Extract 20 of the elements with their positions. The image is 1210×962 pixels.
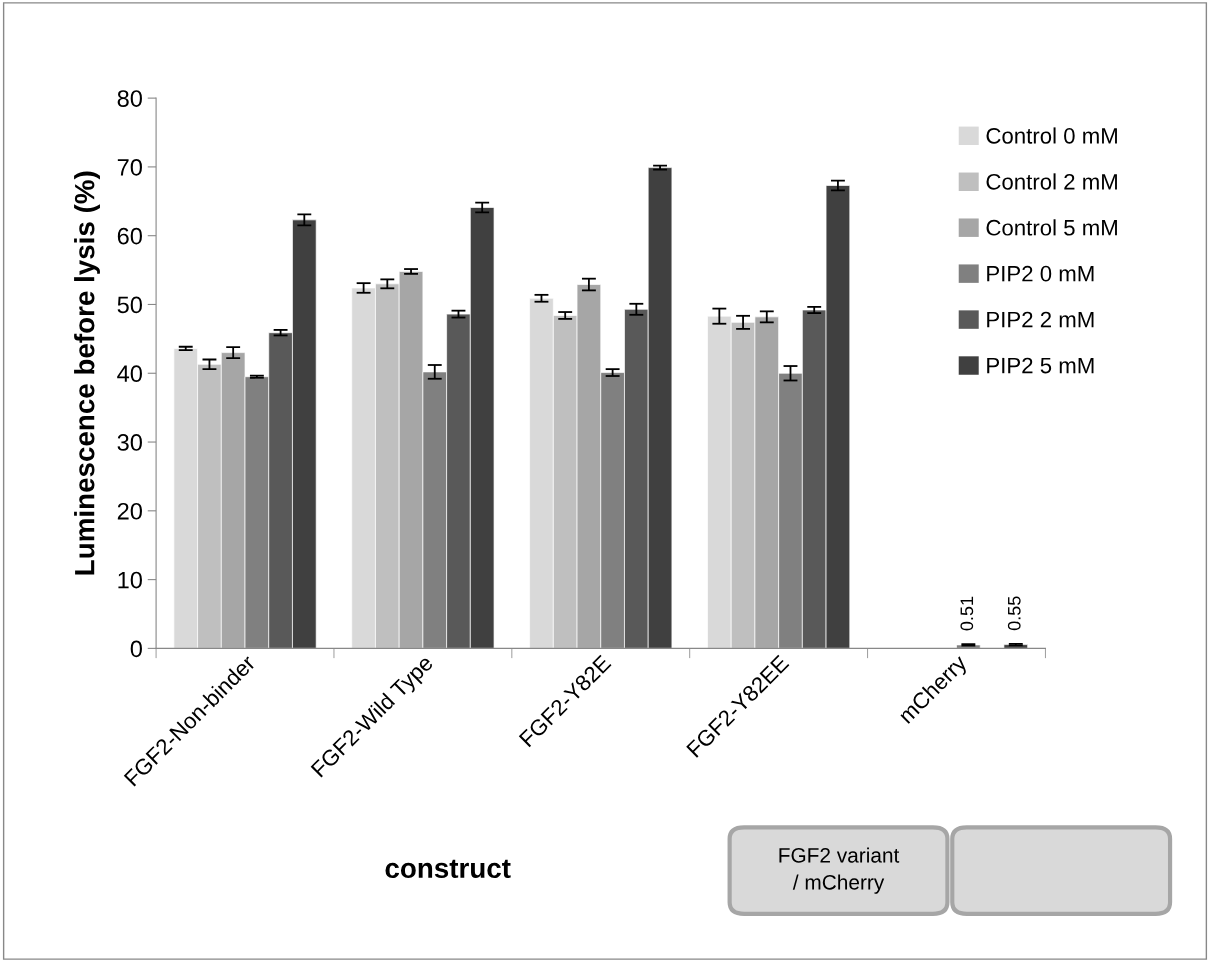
data-label: 0.55 — [1007, 596, 1021, 631]
data-label: 0.51 — [960, 596, 974, 631]
y-tick-label: 60 — [117, 227, 142, 245]
legend-label: Control 2 mM — [986, 173, 1117, 190]
y-tick-label: 70 — [117, 158, 142, 176]
legend-label: PIP2 2 mM — [987, 311, 1094, 328]
y-tick-label: 80 — [117, 90, 142, 107]
x-axis-title: construct — [385, 859, 511, 879]
y-tick-label: 20 — [117, 502, 142, 520]
y-tick-label: 40 — [117, 365, 142, 383]
y-tick-label: 10 — [118, 571, 142, 589]
legend-label: PIP2 0 mM — [987, 265, 1094, 282]
legend-label: PIP2 5 mM — [987, 357, 1094, 374]
legend-label: Control 0 mM — [986, 127, 1117, 144]
legend-label: Control 5 mM — [986, 219, 1117, 236]
y-axis-title: Luminescence before lysis (%) — [74, 171, 100, 575]
y-tick-label: 30 — [117, 434, 142, 451]
y-tick-label: 0 — [130, 640, 142, 658]
text: FGF2 variant / mCherry — [779, 847, 900, 894]
y-tick-label: 50 — [117, 296, 142, 314]
